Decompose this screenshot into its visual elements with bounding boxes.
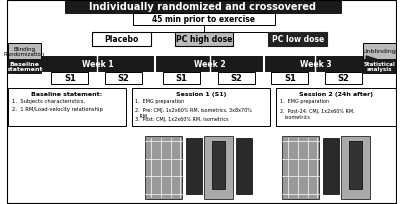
Text: S1: S1 xyxy=(64,74,76,83)
Text: 45 min prior to exercise: 45 min prior to exercise xyxy=(152,16,255,24)
FancyBboxPatch shape xyxy=(8,44,40,60)
Text: Unblinding: Unblinding xyxy=(362,49,396,54)
Text: S1: S1 xyxy=(176,74,187,83)
Text: Week 1: Week 1 xyxy=(82,60,114,69)
FancyBboxPatch shape xyxy=(65,0,341,14)
FancyBboxPatch shape xyxy=(271,73,308,85)
Text: Statistical
analysis: Statistical analysis xyxy=(364,61,395,72)
Text: Session 1 (S1): Session 1 (S1) xyxy=(176,92,226,96)
Text: Week 2: Week 2 xyxy=(194,60,226,69)
Text: Placebo: Placebo xyxy=(104,35,139,44)
Text: Baseline statement:: Baseline statement: xyxy=(31,92,102,96)
Text: 1.  EMG preparation: 1. EMG preparation xyxy=(280,99,329,103)
FancyBboxPatch shape xyxy=(363,60,396,74)
Text: 2.  Pre: CMJ, 1x2x60% RM, isometrics, 3x8x70%
   RM.: 2. Pre: CMJ, 1x2x60% RM, isometrics, 3x8… xyxy=(136,108,252,118)
FancyBboxPatch shape xyxy=(212,141,225,189)
FancyBboxPatch shape xyxy=(282,136,319,199)
FancyBboxPatch shape xyxy=(236,138,252,194)
Polygon shape xyxy=(366,57,390,72)
Text: 3.  Post: CMJ, 1x2x60% RM, isometrics: 3. Post: CMJ, 1x2x60% RM, isometrics xyxy=(136,116,229,121)
Text: 1.  Subjects characteristics.: 1. Subjects characteristics. xyxy=(12,99,85,103)
FancyBboxPatch shape xyxy=(204,136,233,199)
FancyBboxPatch shape xyxy=(186,138,202,194)
FancyBboxPatch shape xyxy=(218,73,255,85)
FancyBboxPatch shape xyxy=(134,14,275,26)
FancyBboxPatch shape xyxy=(348,141,362,189)
Text: S2: S2 xyxy=(230,74,242,83)
FancyBboxPatch shape xyxy=(145,136,182,199)
Text: Baseline
statement: Baseline statement xyxy=(6,61,43,72)
Text: S2: S2 xyxy=(118,74,130,83)
FancyBboxPatch shape xyxy=(323,138,339,194)
Text: 2.  Post-24: CMJ, 1x2x60% RM,
   isometrics: 2. Post-24: CMJ, 1x2x60% RM, isometrics xyxy=(280,109,355,119)
FancyBboxPatch shape xyxy=(8,89,126,126)
FancyBboxPatch shape xyxy=(40,57,366,72)
Text: 1.  EMG preparation: 1. EMG preparation xyxy=(136,99,184,103)
FancyBboxPatch shape xyxy=(105,73,142,85)
Text: Individually randomized and crossovered: Individually randomized and crossovered xyxy=(89,2,316,12)
FancyBboxPatch shape xyxy=(268,33,327,47)
FancyBboxPatch shape xyxy=(276,89,396,126)
Text: Week 3: Week 3 xyxy=(300,60,331,69)
Text: S2: S2 xyxy=(338,74,350,83)
FancyBboxPatch shape xyxy=(325,73,362,85)
Text: S1: S1 xyxy=(284,74,296,83)
FancyBboxPatch shape xyxy=(51,73,88,85)
FancyBboxPatch shape xyxy=(8,60,40,74)
Text: PC low dose: PC low dose xyxy=(272,35,324,44)
Text: PC high dose: PC high dose xyxy=(176,35,232,44)
FancyBboxPatch shape xyxy=(92,33,151,47)
FancyBboxPatch shape xyxy=(163,73,200,85)
Text: Blinding
Randomization: Blinding Randomization xyxy=(4,46,45,57)
FancyBboxPatch shape xyxy=(363,44,396,60)
FancyBboxPatch shape xyxy=(174,33,233,47)
FancyBboxPatch shape xyxy=(132,89,270,126)
Text: Session 2 (24h after): Session 2 (24h after) xyxy=(299,92,373,96)
FancyBboxPatch shape xyxy=(341,136,370,199)
Text: 2.  1 RM/Load-velocity relationship: 2. 1 RM/Load-velocity relationship xyxy=(12,106,103,111)
